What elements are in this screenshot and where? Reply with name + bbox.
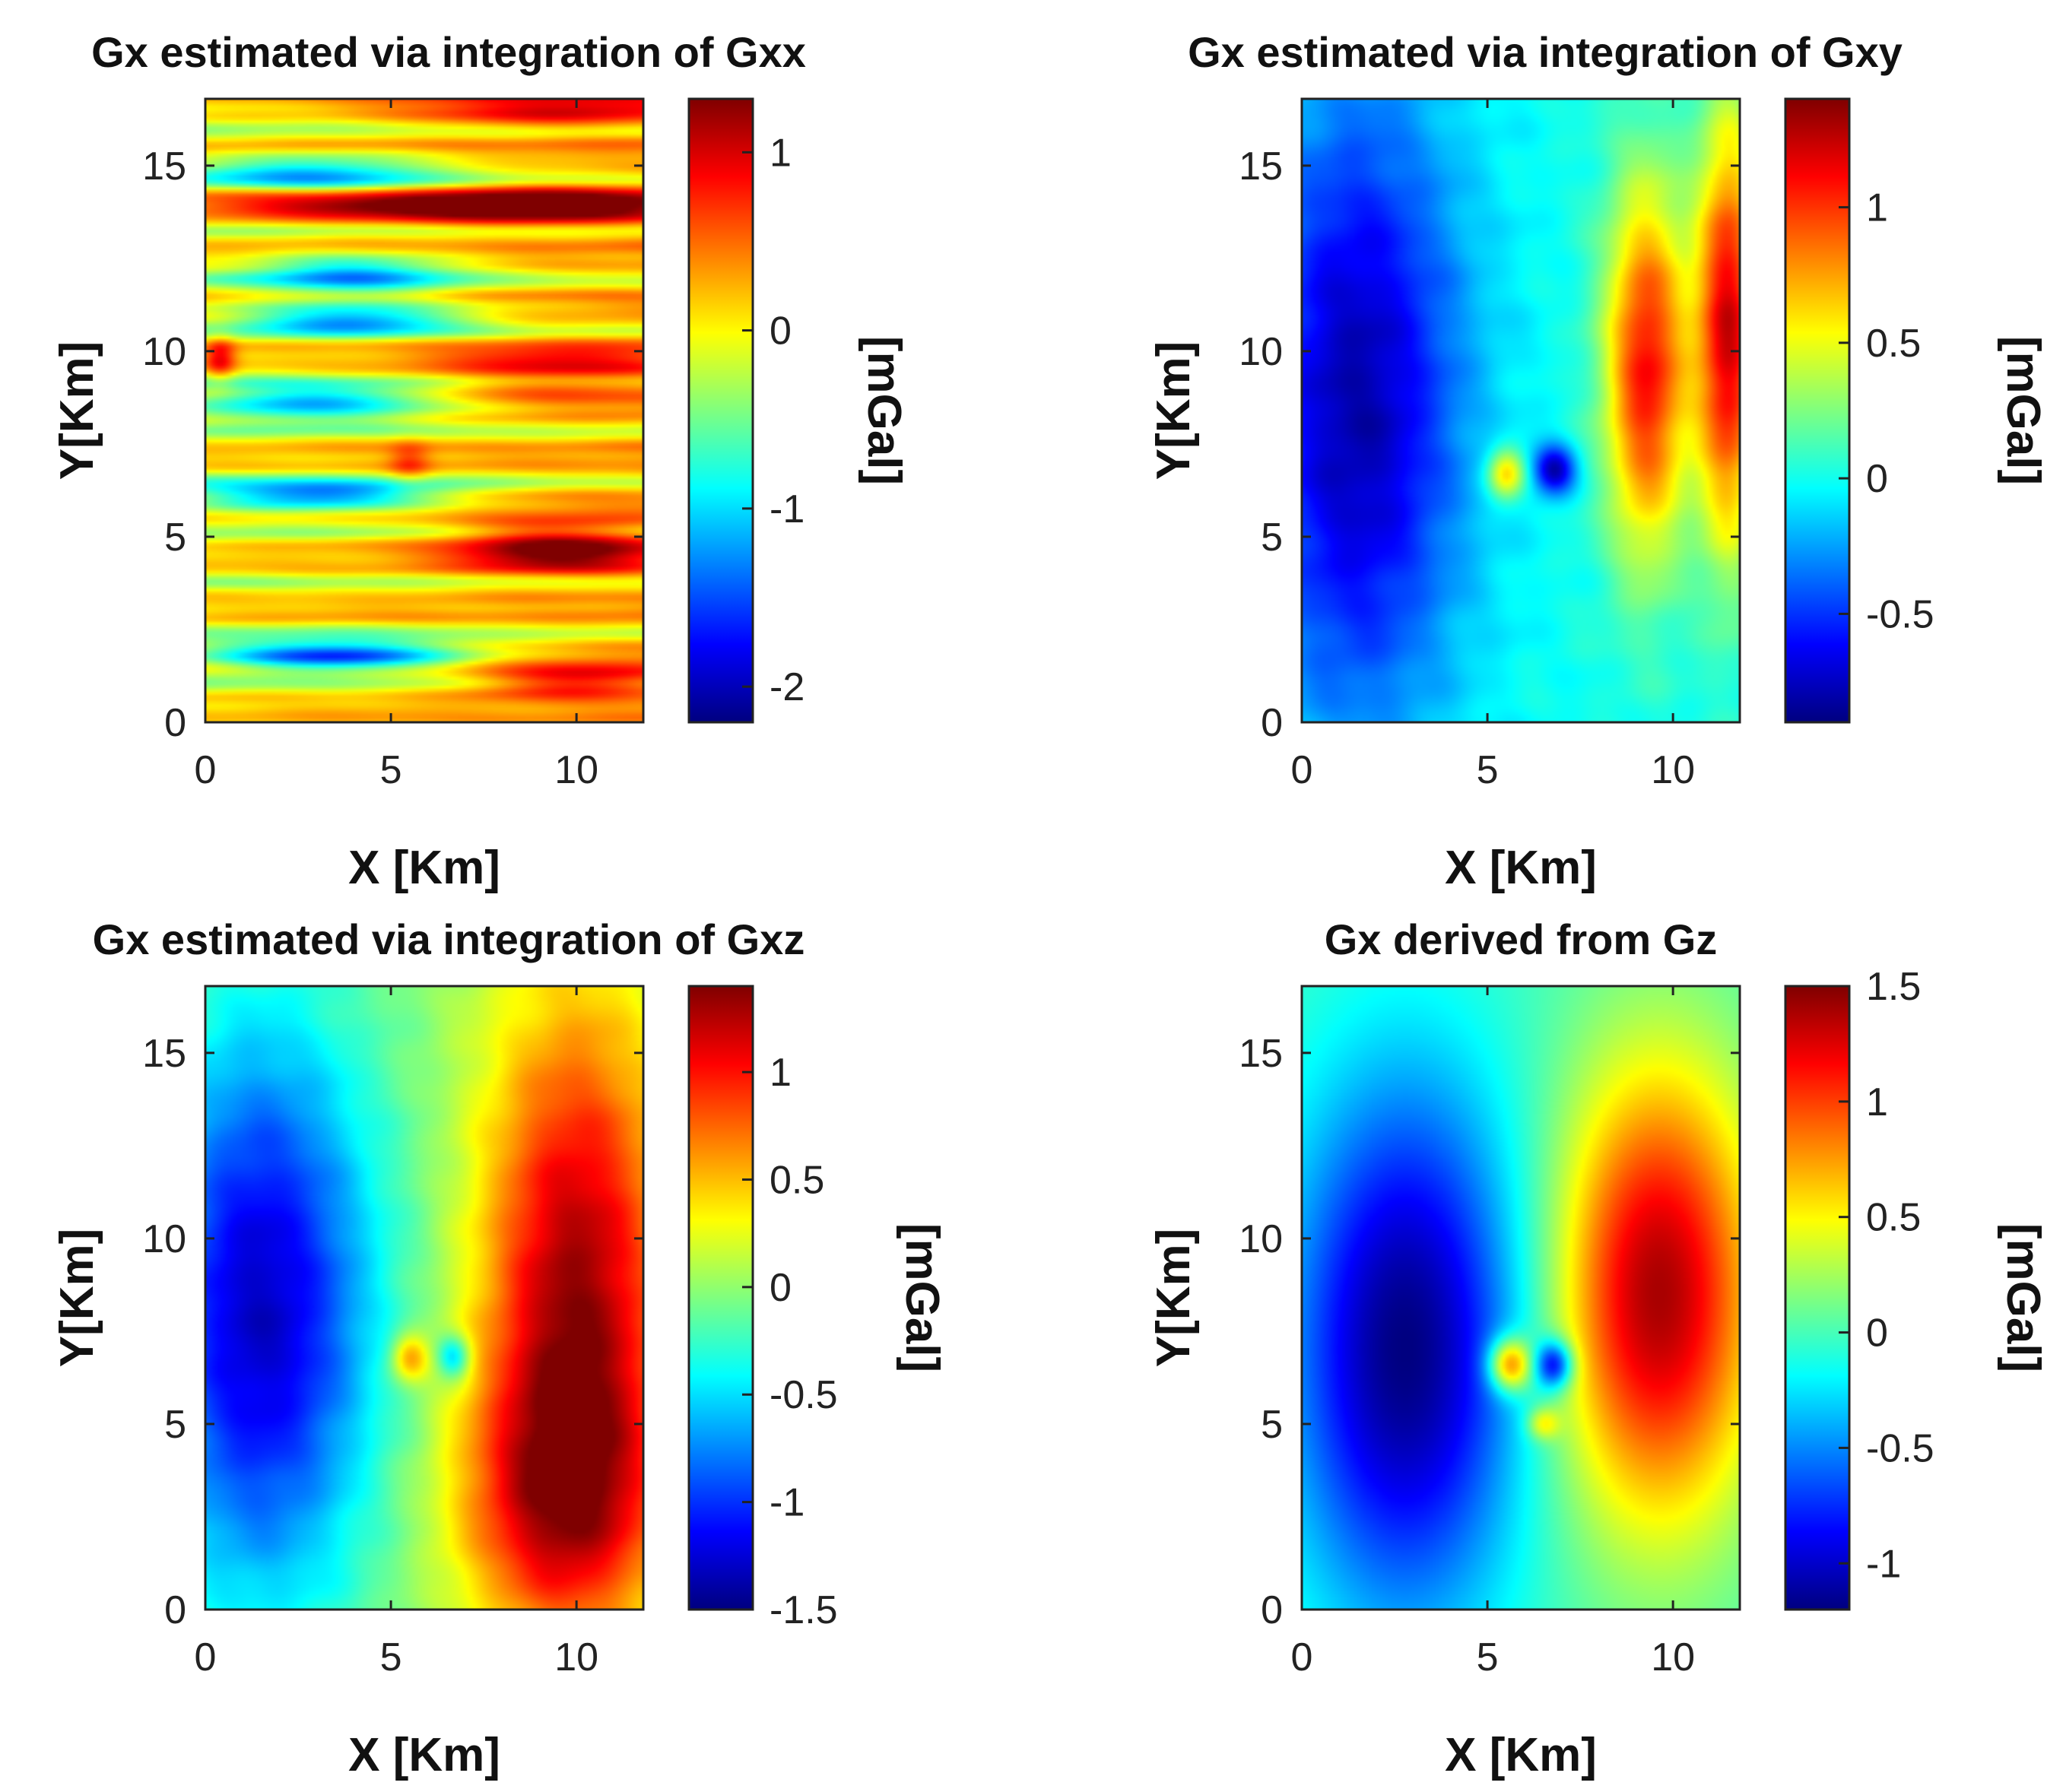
colorbar [1784,97,1851,724]
colorbar-tick-label: 1 [770,1051,792,1095]
colorbar-ticks: -0.5 0 0.5 1 [1839,186,1934,636]
x-tick-label: 5 [380,1635,402,1679]
colorbar-tick-label: 0.5 [770,1158,824,1202]
colorbar-tick-label: 1 [1866,1080,1888,1124]
axis-ticks: 0 5 10 0 5 10 15 [142,99,643,792]
colorbar-tick-label: -0.5 [770,1373,838,1417]
y-tick-label: 5 [164,515,186,560]
colorbar-label: [mGal] [1997,1223,2047,1372]
plot-frame [204,985,645,1611]
y-tick-label: 10 [1239,1217,1283,1261]
x-tick-label: 0 [195,1635,217,1679]
colorbar-tick-label: 1 [1866,186,1888,230]
heatmap-image [1302,986,1740,1610]
colorbar-ticks: -2 -1 0 1 [742,131,805,709]
colorbar-tick-label: -1 [770,1481,805,1525]
x-tick-label: 10 [554,1635,598,1679]
colorbar-tick-label: -1 [1866,1542,1901,1586]
panel-title: Gx estimated via integration of Gxy [1188,28,1903,76]
x-tick-label: 5 [380,748,402,792]
y-tick-label: 15 [142,1032,186,1076]
colorbar-tick-label: 0 [1866,457,1888,501]
y-tick-label: 10 [1239,330,1283,374]
colorbar-label: [mGal] [1997,336,2047,485]
colorbar-tick-label: 1 [770,131,792,175]
x-tick-label: 10 [554,748,598,792]
colorbar-tick-label: -0.5 [1866,1426,1934,1470]
y-tick-label: 10 [142,1217,186,1261]
plot-frame [1300,985,1741,1611]
y-tick-label: 5 [1261,1403,1283,1447]
x-axis-label: X [Km] [1445,842,1597,894]
colorbar [1784,985,1851,1611]
colorbar-tick-label: -1 [770,487,805,531]
y-axis-label: Y[Km] [51,341,103,481]
colorbar-ticks: -1 -0.5 0 0.5 1 1.5 [1839,965,1934,1586]
y-tick-label: 0 [1261,1588,1283,1632]
colorbar-tick-label: -0.5 [1866,592,1934,636]
y-tick-label: 0 [164,701,186,745]
x-tick-label: 0 [1291,748,1313,792]
colorbar-ticks: -1.5 -1 -0.5 0 0.5 1 [742,1051,838,1632]
y-tick-label: 15 [1239,144,1283,189]
y-tick-label: 15 [142,144,186,189]
x-tick-label: 0 [1291,1635,1313,1679]
colorbar-label: [mGal] [858,336,910,485]
colorbar-tick-label: -2 [770,665,805,709]
axis-ticks: 0 5 10 0 5 10 15 [1239,99,1740,792]
y-axis-label: Y[Km] [1147,341,1200,481]
y-tick-label: 10 [142,330,186,374]
x-tick-label: 5 [1477,1635,1499,1679]
colorbar-tick-label: 1.5 [1866,965,1921,1009]
colorbar-tick-label: 0.5 [1866,1196,1921,1240]
y-tick-label: 0 [1261,701,1283,745]
x-tick-label: 10 [1651,748,1695,792]
y-tick-label: 5 [1261,515,1283,560]
y-tick-label: 0 [164,1588,186,1632]
x-axis-label: X [Km] [348,1729,500,1781]
panel-title: Gx estimated via integration of Gxz [93,915,805,963]
heatmap-image [205,986,643,1610]
colorbar-tick-label: 0 [770,309,792,354]
panel-gxz: Gx estimated via integration of Gxz 0 5 10… [51,915,948,1781]
panel-title: Gx derived from Gz [1325,915,1718,963]
colorbar-label: [mGal] [896,1223,948,1372]
x-tick-label: 5 [1477,748,1499,792]
colorbar-tick-label: -1.5 [770,1588,838,1632]
axis-ticks: 0 5 10 0 5 10 15 [142,986,643,1679]
plot-frame [1300,97,1741,724]
y-tick-label: 5 [164,1403,186,1447]
y-axis-label: Y[Km] [1147,1229,1200,1368]
axis-ticks: 0 5 10 0 5 10 15 [1239,986,1740,1679]
panel-gxy: Gx estimated via integration of Gxy 0 5 10… [1147,28,2047,894]
x-axis-label: X [Km] [1445,1729,1597,1781]
x-tick-label: 0 [195,748,217,792]
colorbar-tick-label: 0 [770,1266,792,1310]
colorbar-tick-label: 0.5 [1866,322,1921,366]
colorbar-tick-label: 0 [1866,1311,1888,1356]
panel-title: Gx estimated via integration of Gxx [91,28,806,76]
y-axis-label: Y[Km] [51,1229,103,1368]
colorbar [687,97,754,724]
plot-frame [204,97,645,724]
y-tick-label: 15 [1239,1032,1283,1076]
heatmap-image [1302,99,1740,722]
heatmap-image [205,99,643,722]
x-axis-label: X [Km] [348,842,500,894]
x-tick-label: 10 [1651,1635,1695,1679]
panel-gxx: Gx estimated via integration of Gxx 0 5 10… [51,28,910,894]
colorbar [687,985,754,1611]
